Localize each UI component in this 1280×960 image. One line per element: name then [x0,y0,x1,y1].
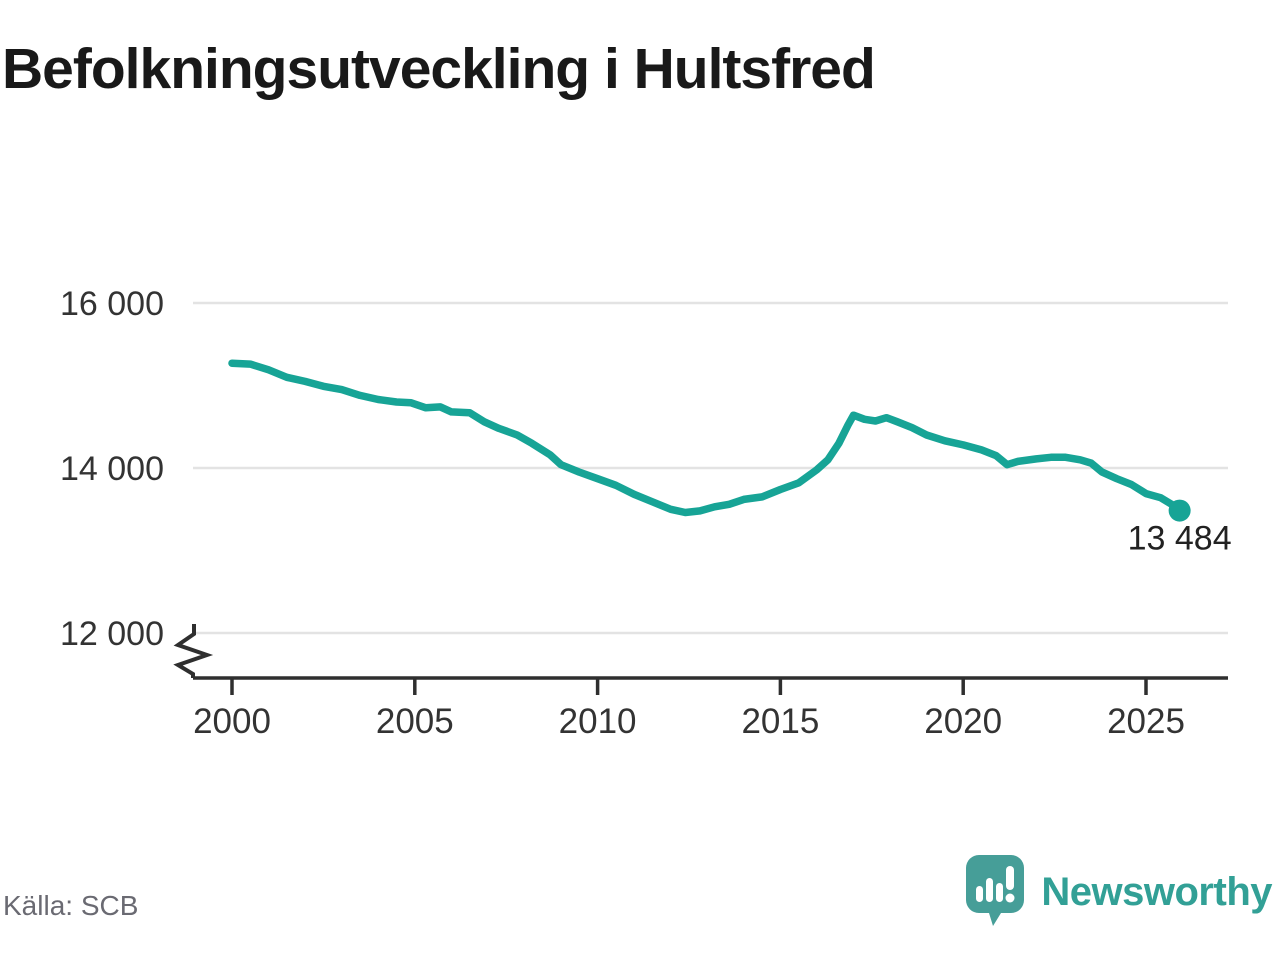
logo-exclamation-bar [1006,866,1015,890]
population-line [228,359,1184,517]
x-tick-label: 2005 [376,702,454,741]
y-tick-label: 16 000 [60,285,164,323]
logo-bar-2 [986,878,994,902]
y-tick-label: 14 000 [60,450,164,488]
logo-bar-3 [996,883,1004,902]
page-title: Befolkningsutveckling i Hultsfred [2,37,876,101]
x-tick-label: 2000 [193,702,271,741]
logo-bar-1 [976,886,984,902]
x-tick-label: 2010 [559,702,637,741]
x-tick-label: 2020 [924,702,1002,741]
source-note: Källa: SCB [3,890,139,921]
latest-value-dot [1168,499,1191,522]
latest-value-label: 13 484 [1128,520,1232,558]
x-tick-label: 2015 [741,702,819,741]
logo-bubble-shape [966,855,1025,926]
logo-exclamation-dot [1005,893,1015,903]
newsworthy-logo: Newsworthy [965,854,1272,930]
x-tick-label: 2025 [1107,702,1185,741]
newsworthy-wordmark: Newsworthy [1041,869,1272,914]
y-tick-label: 12 000 [60,615,164,653]
newsworthy-logo-icon [966,855,1025,926]
axis-break-icon [173,624,214,678]
